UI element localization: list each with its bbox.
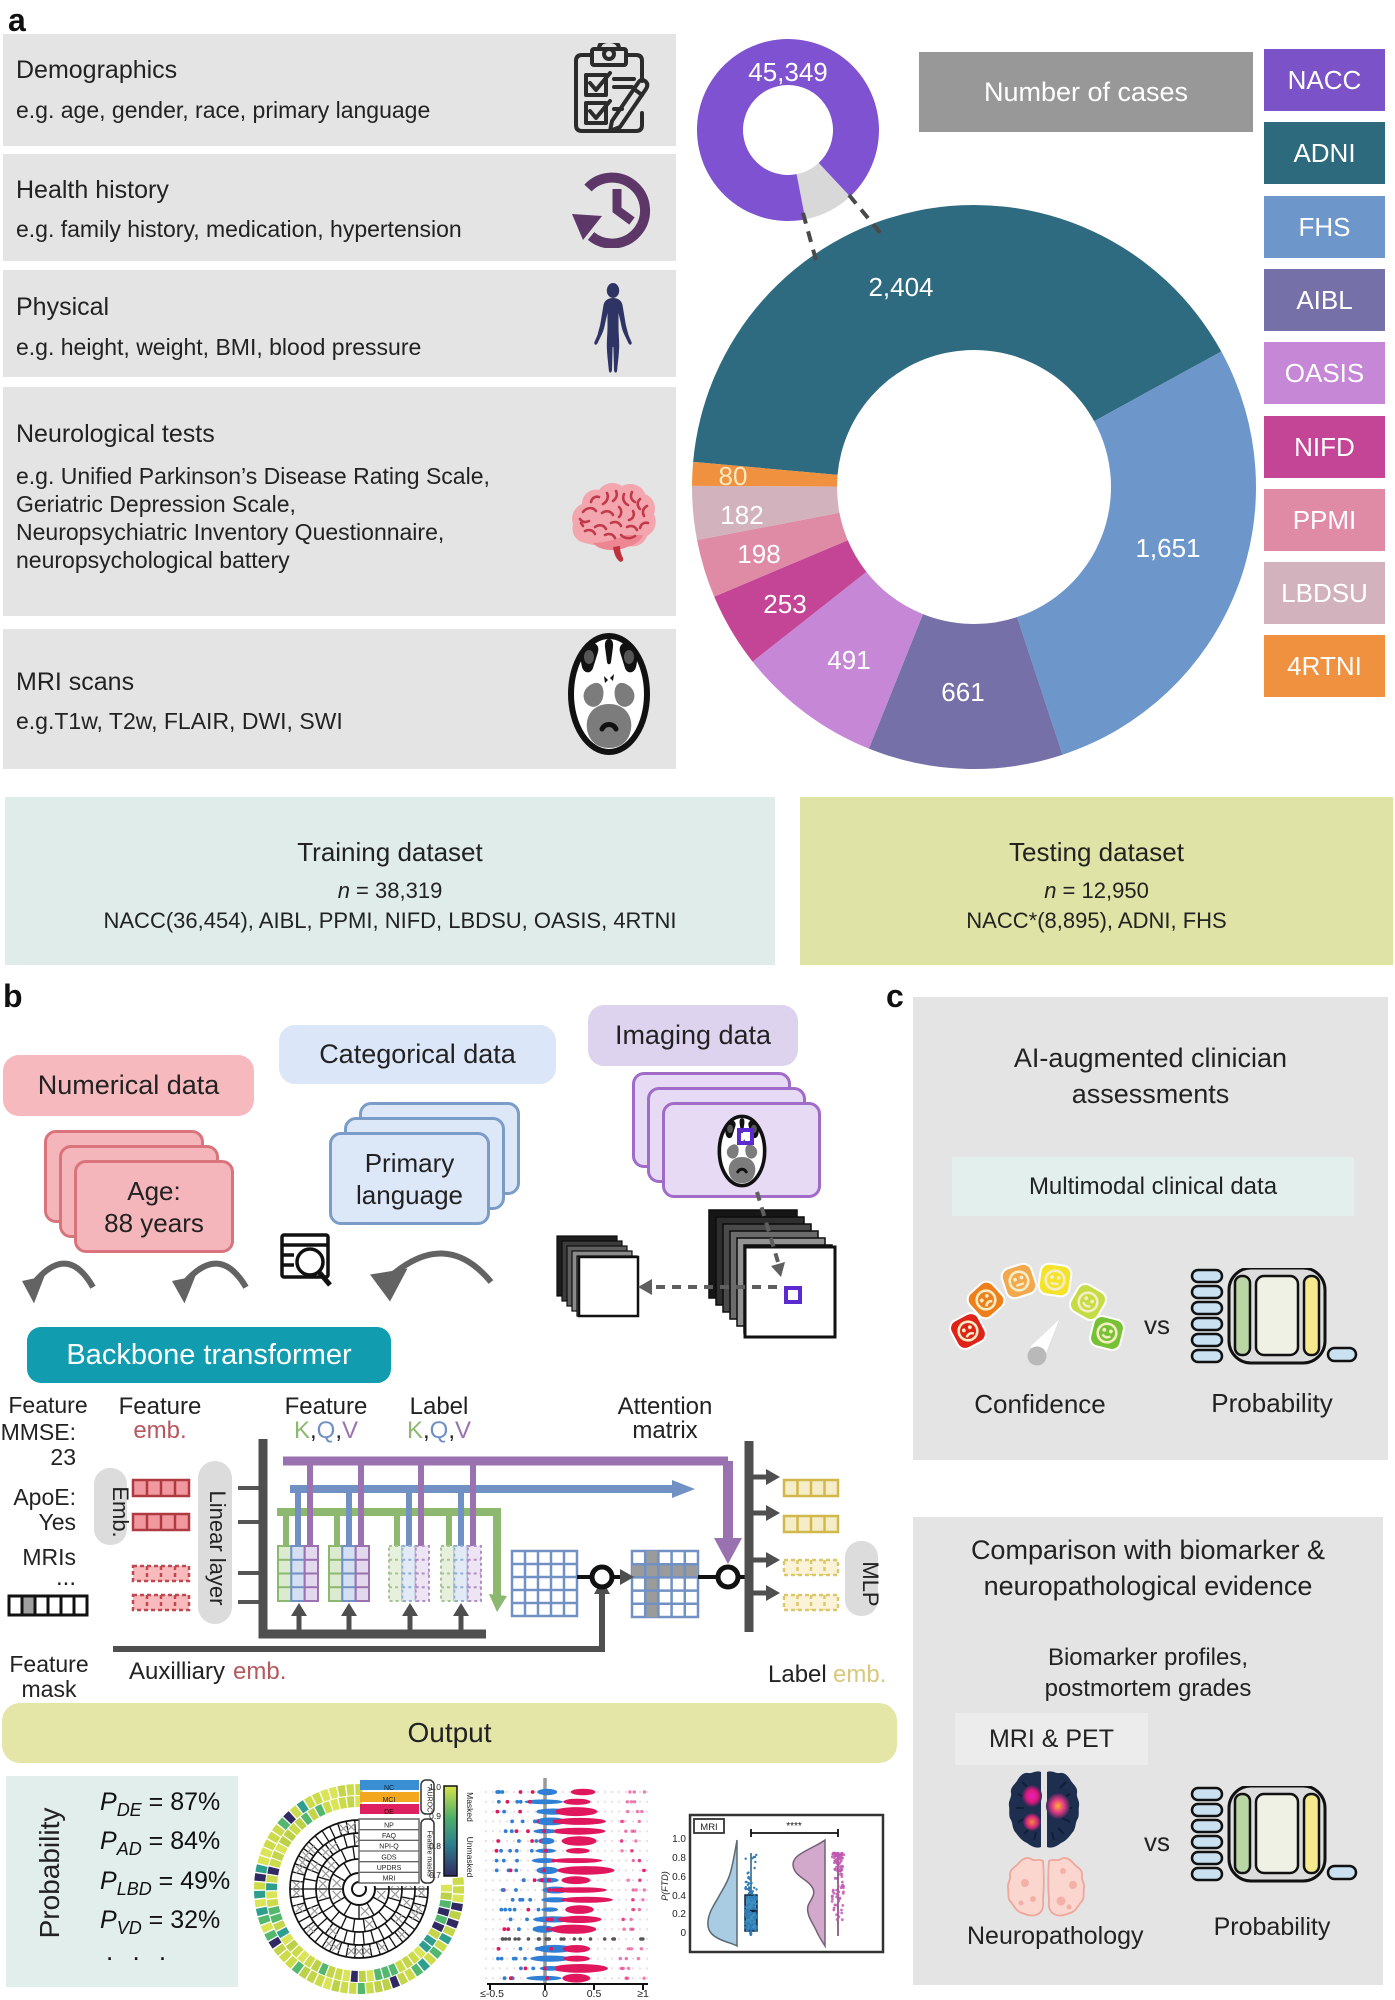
svg-text:Feature masks: Feature masks [426,1830,433,1877]
svg-text:emb.: emb. [833,1661,886,1688]
svg-text:emb.: emb. [233,1658,286,1685]
svg-text:...: ... [56,1564,76,1591]
svg-text:NPI-Q: NPI-Q [379,1844,399,1851]
svg-text:253: 253 [763,589,806,619]
svg-text:P(FTD): P(FTD) [660,1871,670,1901]
svg-text:Feature: Feature [9,1651,88,1677]
svg-text:****: **** [786,1821,802,1832]
svg-text:FAQ: FAQ [382,1833,397,1840]
svg-text:Feature: Feature [8,1392,87,1418]
svg-text:661: 661 [941,677,984,707]
svg-text:0.8: 0.8 [672,1853,686,1864]
svg-text:Yes: Yes [38,1509,76,1535]
svg-text:MMSE:: MMSE: [1,1419,76,1445]
svg-text:0.5: 0.5 [587,1988,602,2000]
svg-text:Attention: Attention [618,1393,713,1420]
svg-text:Feature: Feature [119,1393,202,1420]
svg-text:GDS: GDS [381,1854,397,1861]
svg-text:mask: mask [22,1676,77,1700]
svg-text:matrix: matrix [632,1417,697,1444]
svg-text:NC: NC [384,1785,394,1792]
svg-text:K,Q,V: K,Q,V [407,1417,471,1444]
svg-text:≤-0.5: ≤-0.5 [480,1988,504,2000]
svg-text:0.9: 0.9 [429,1811,441,1821]
svg-text:NP: NP [384,1822,394,1829]
svg-text:Feature: Feature [285,1393,368,1420]
svg-text:0.4: 0.4 [672,1891,686,1902]
svg-text:Label: Label [410,1393,469,1420]
svg-text:Linear layer: Linear layer [205,1491,230,1606]
svg-text:Label: Label [768,1661,827,1688]
svg-text:Auxilliary: Auxilliary [129,1658,225,1685]
svg-text:AUROC: AUROC [426,1787,433,1812]
svg-text:Masked: Masked [465,1792,475,1822]
svg-text:0.6: 0.6 [672,1872,686,1883]
svg-text:emb.: emb. [133,1417,186,1444]
svg-text:MRI: MRI [700,1822,717,1833]
svg-text:MRI: MRI [383,1876,396,1883]
svg-text:ApoE:: ApoE: [13,1484,76,1510]
svg-text:K,Q,V: K,Q,V [294,1417,358,1444]
svg-text:DE: DE [384,1809,394,1816]
svg-text:1,651: 1,651 [1135,533,1200,563]
svg-text:1.0: 1.0 [429,1782,441,1792]
svg-text:0.2: 0.2 [672,1909,686,1920]
svg-text:MRIs: MRIs [22,1544,76,1570]
svg-text:0.8: 0.8 [429,1841,441,1851]
svg-text:0.7: 0.7 [429,1870,441,1880]
svg-text:491: 491 [827,645,870,675]
svg-text:23: 23 [50,1444,76,1470]
svg-text:80: 80 [719,461,748,491]
svg-text:Unmasked: Unmasked [465,1837,475,1878]
svg-text:MCI: MCI [383,1797,396,1804]
svg-text:Emb.: Emb. [108,1486,133,1537]
svg-text:0: 0 [542,1988,548,2000]
svg-text:0: 0 [680,1928,686,1939]
svg-text:45,349: 45,349 [748,57,828,87]
svg-text:198: 198 [737,539,780,569]
svg-text:1.0: 1.0 [672,1834,686,1845]
svg-text:MLP: MLP [858,1561,883,1606]
svg-text:2,404: 2,404 [868,272,933,302]
svg-text:UPDRS: UPDRS [377,1865,402,1872]
svg-text:≥1: ≥1 [637,1988,649,2000]
svg-text:182: 182 [720,500,763,530]
